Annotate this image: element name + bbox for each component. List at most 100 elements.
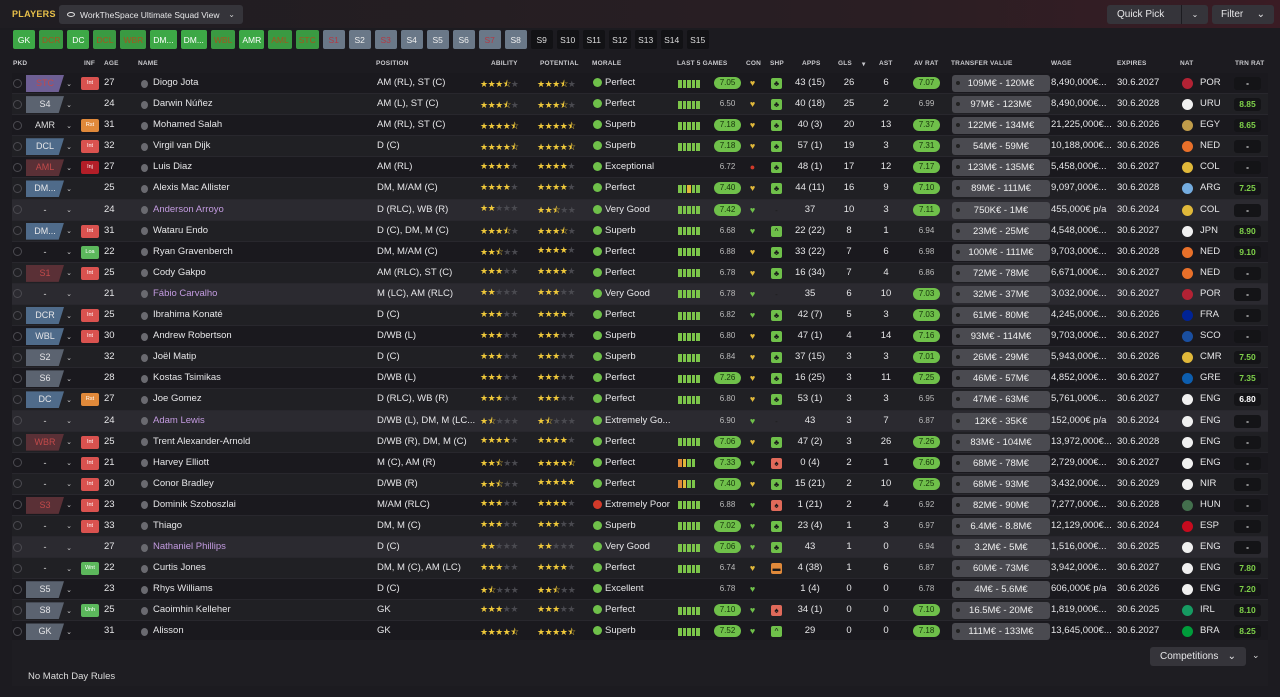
info-badge[interactable]: Int	[81, 77, 99, 90]
transfer-value[interactable]: 750K€ - 1M€	[952, 201, 1050, 219]
table-row[interactable]: - ⌄ 21 Fábio Carvalho M (LC), AM (RLC) ★★★★★ ★…	[12, 283, 1268, 306]
transfer-value[interactable]: 68M€ - 93M€	[952, 475, 1050, 493]
info-badge[interactable]: Rst	[81, 119, 99, 133]
player-name-link[interactable]: Kostas Tsimikas	[153, 372, 221, 384]
role-selector[interactable]: - ⌄	[26, 539, 74, 556]
info-badge[interactable]: Int	[81, 519, 99, 533]
table-row[interactable]: - ⌄ Int 20 Conor Bradley D/WB (R) ★★⯪★★ ★★★★★ Pe…	[12, 473, 1268, 495]
col-ast[interactable]: AST	[879, 60, 893, 67]
transfer-value[interactable]: 89M€ - 111M€	[952, 180, 1050, 198]
role-selector[interactable]: AMR ⌄	[26, 117, 74, 134]
player-name-link[interactable]: Dominik Szoboszlai	[153, 498, 236, 510]
table-row[interactable]: DM... ⌄ 25 Alexis Mac Allister DM, M/AM (C) ★…	[12, 178, 1268, 200]
player-name-link[interactable]: Ibrahima Konaté	[153, 309, 223, 321]
info-badge[interactable]: Rst	[81, 393, 99, 407]
table-row[interactable]: S1 ⌄ Int 25 Cody Gakpo AM (RLC), ST (C) ★★★★★ ★…	[12, 262, 1268, 284]
position-button[interactable]: S1	[322, 30, 345, 49]
col-ability[interactable]: ABILITY	[491, 60, 518, 67]
pick-checkbox[interactable]	[13, 247, 22, 257]
table-row[interactable]: - ⌄ Int 21 Harvey Elliott M (C), AM (R) ★★⯪★★ ★…	[12, 452, 1268, 474]
role-selector[interactable]: S6 ⌄	[26, 370, 74, 388]
role-selector[interactable]: - ⌄	[26, 518, 74, 535]
transfer-value[interactable]: 123M€ - 135M€	[952, 159, 1050, 177]
info-badge[interactable]: Int	[81, 224, 99, 238]
position-button[interactable]: S13	[634, 30, 657, 49]
position-button[interactable]: AML	[268, 30, 292, 49]
table-row[interactable]: S8 ⌄ Unh 25 Caoimhin Kelleher GK ★★★★★ ★★★★★ Per…	[12, 600, 1268, 622]
col-shp[interactable]: SHP	[770, 60, 784, 67]
player-name-link[interactable]: Diogo Jota	[153, 77, 199, 88]
col-expires[interactable]: EXPIRES	[1117, 60, 1147, 67]
role-selector[interactable]: - ⌄	[26, 413, 74, 430]
transfer-value[interactable]: 122M€ - 134M€	[952, 117, 1050, 135]
transfer-value[interactable]: 4M€ - 5.6M€	[952, 581, 1050, 599]
quick-pick-button[interactable]: Quick Pick ⌄	[1107, 5, 1208, 24]
player-name-link[interactable]: Darwin Núñez	[153, 98, 213, 110]
transfer-value[interactable]: 26M€ - 29M€	[952, 349, 1050, 367]
pick-checkbox[interactable]	[13, 310, 22, 320]
player-name-link[interactable]: Conor Bradley	[153, 477, 214, 489]
transfer-value[interactable]: 61M€ - 80M€	[952, 307, 1050, 325]
competitions-button[interactable]: Competitions ⌄	[1150, 647, 1246, 666]
info-badge[interactable]: Inj	[81, 161, 99, 175]
transfer-value[interactable]: 82M€ - 90M€	[952, 496, 1050, 514]
role-selector[interactable]: - ⌄	[26, 476, 74, 493]
pick-checkbox[interactable]	[13, 205, 22, 215]
table-row[interactable]: DCL ⌄ Int 32 Virgil van Dijk D (C) ★★★★⯪ ★★★★⯪ S…	[12, 136, 1268, 158]
transfer-value[interactable]: 16.5M€ - 20M€	[952, 602, 1050, 620]
pick-checkbox[interactable]	[13, 78, 22, 88]
player-name-link[interactable]: Joël Matip	[153, 351, 197, 363]
transfer-value[interactable]: 68M€ - 78M€	[952, 454, 1050, 472]
info-badge[interactable]: Wnt	[81, 562, 99, 576]
info-badge[interactable]: Int	[81, 309, 99, 323]
position-button[interactable]: STC	[295, 30, 319, 49]
position-button[interactable]: S12	[608, 30, 631, 49]
position-button[interactable]: S8	[504, 30, 527, 49]
role-selector[interactable]: WBR ⌄	[26, 433, 74, 451]
transfer-value[interactable]: 60M€ - 73M€	[952, 560, 1050, 578]
player-name-link[interactable]: Fábio Carvalho	[153, 287, 218, 299]
position-button[interactable]: DC	[67, 30, 90, 49]
transfer-value[interactable]: 100M€ - 111M€	[952, 243, 1050, 261]
pick-checkbox[interactable]	[13, 268, 22, 278]
transfer-value[interactable]: 12K€ - 35K€	[952, 412, 1050, 430]
transfer-value[interactable]: 111M€ - 133M€	[952, 623, 1050, 641]
view-selector[interactable]: WorkTheSpace Ultimate Squad View ⌄	[59, 5, 243, 24]
player-name-link[interactable]: Ryan Gravenberch	[153, 245, 233, 257]
filter-button[interactable]: Filter ⌄	[1212, 5, 1274, 24]
player-name-link[interactable]: Harvey Elliott	[153, 456, 209, 468]
position-button[interactable]: WBL	[210, 30, 236, 49]
role-selector[interactable]: WBL ⌄	[26, 328, 74, 346]
role-selector[interactable]: S8 ⌄	[26, 602, 74, 620]
position-button[interactable]: S4	[400, 30, 423, 49]
col-transfer-value[interactable]: TRANSFER VALUE	[951, 60, 1013, 67]
position-button[interactable]: DCR	[39, 30, 64, 49]
sort-desc-icon[interactable]: ▾	[862, 61, 866, 68]
transfer-value[interactable]: 97M€ - 123M€	[952, 96, 1050, 114]
transfer-value[interactable]: 47M€ - 63M€	[952, 391, 1050, 409]
role-selector[interactable]: S5 ⌄	[26, 581, 74, 599]
pick-checkbox[interactable]	[13, 584, 22, 594]
pick-checkbox[interactable]	[13, 563, 22, 573]
position-button[interactable]: WBR	[120, 30, 147, 49]
position-button[interactable]: DM...	[180, 30, 207, 49]
table-row[interactable]: WBR ⌄ Int 25 Trent Alexander-Arnold D/WB (R),…	[12, 431, 1268, 453]
transfer-value[interactable]: 93M€ - 114M€	[952, 328, 1050, 346]
table-row[interactable]: STC ⌄ Int 27 Diogo Jota AM (RL), ST (C) ★★★⯪★ ★…	[12, 73, 1268, 95]
pick-checkbox[interactable]	[13, 542, 22, 552]
role-selector[interactable]: DM... ⌄	[26, 222, 74, 240]
player-name-link[interactable]: Thiago	[153, 519, 183, 531]
player-name-link[interactable]: Anderson Arroyo	[153, 203, 224, 215]
role-selector[interactable]: - ⌄	[26, 244, 74, 261]
transfer-value[interactable]: 6.4M€ - 8.8M€	[952, 517, 1050, 535]
info-badge[interactable]: Int	[81, 266, 99, 280]
role-selector[interactable]: S4 ⌄	[26, 96, 74, 114]
pick-checkbox[interactable]	[13, 183, 22, 193]
pick-checkbox[interactable]	[13, 479, 22, 489]
position-button[interactable]: S6	[452, 30, 475, 49]
col-wage[interactable]: WAGE	[1051, 60, 1072, 67]
chevron-down-icon[interactable]: ⌄	[1191, 10, 1199, 19]
table-row[interactable]: DCR ⌄ Int 25 Ibrahima Konaté D (C) ★★★★★ ★★★★★ P…	[12, 305, 1268, 327]
table-row[interactable]: AML ⌄ Inj 27 Luis Diaz AM (RL) ★★★★★ ★★★★★ Excep…	[12, 157, 1268, 179]
pick-checkbox[interactable]	[13, 373, 22, 383]
